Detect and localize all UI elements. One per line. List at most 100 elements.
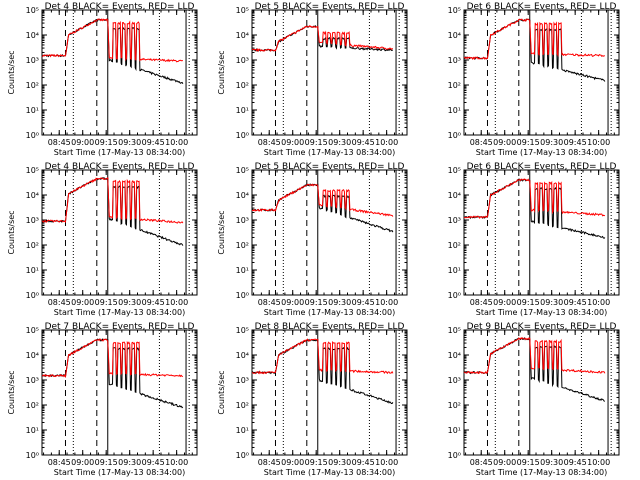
y-tick-label: 10⁰ [236, 451, 249, 460]
x-axis-label: Start Time (17-May-13 08:34:00) [264, 468, 395, 477]
x-tick-label: 09:45 [352, 298, 375, 307]
y-tick-label: 10⁵ [448, 326, 461, 335]
plot-frame [463, 169, 620, 296]
panel-det-4: Det 4 BLACK= Events, RED= LLD 10⁰ 10¹ 10² 10… [7, 2, 198, 157]
y-tick-label: 10³ [26, 216, 39, 225]
x-axis-label: Start Time (17-May-13 08:34:00) [54, 468, 185, 477]
y-tick-label: 10² [448, 401, 461, 410]
x-axis-label: Start Time (17-May-13 08:34:00) [264, 308, 395, 317]
plot-frame [463, 329, 620, 456]
y-tick-label: 10² [448, 241, 461, 250]
y-tick-label: 10² [236, 81, 249, 90]
x-tick-label: 09:30 [328, 458, 351, 467]
y-tick-label: 10⁴ [448, 191, 461, 200]
x-tick-label: 09:30 [118, 138, 141, 147]
x-tick-label: 10:00 [587, 458, 610, 467]
x-tick-label: 09:15 [95, 138, 118, 147]
y-tick-label: 10³ [26, 376, 39, 385]
plot-frame [41, 169, 198, 296]
x-tick-label: 09:00 [281, 458, 304, 467]
x-tick-label: 10:00 [375, 298, 398, 307]
x-tick-label: 08:45 [470, 138, 493, 147]
x-tick-label: 09:15 [95, 298, 118, 307]
x-tick-label: 09:45 [352, 458, 375, 467]
panel-title: Det 4 BLACK= Events, RED= LLD [45, 162, 195, 172]
x-axis-label: Start Time (17-May-13 08:34:00) [264, 148, 395, 157]
y-tick-label: 10⁵ [26, 166, 39, 175]
x-tick-label: 09:30 [540, 458, 563, 467]
x-tick-label: 10:00 [587, 138, 610, 147]
y-tick-label: 10⁰ [448, 451, 461, 460]
x-tick-label: 08:45 [48, 458, 71, 467]
events-series-line [463, 336, 606, 402]
plot-frame [251, 169, 408, 296]
x-axis-label: Start Time (17-May-13 08:34:00) [476, 468, 607, 477]
plot-frame [463, 9, 620, 136]
panel-title: Det 4 BLACK= Events, RED= LLD [45, 2, 195, 12]
x-tick-label: 09:00 [71, 298, 94, 307]
y-tick-label: 10⁵ [236, 166, 249, 175]
x-tick-label: 09:00 [281, 138, 304, 147]
y-axis-label: Counts/sec [7, 210, 16, 254]
y-tick-label: 10² [236, 401, 249, 410]
x-axis-label: Start Time (17-May-13 08:34:00) [54, 308, 185, 317]
y-tick-label: 10⁴ [448, 351, 461, 360]
x-tick-label: 09:00 [281, 298, 304, 307]
y-tick-label: 10⁵ [448, 6, 461, 15]
y-tick-label: 10⁴ [236, 351, 249, 360]
lld-series-line [463, 337, 606, 375]
y-tick-label: 10⁴ [26, 351, 39, 360]
panel-det-5: Det 5 BLACK= Events, RED= LLD 10⁰ 10¹ 10² 10… [217, 2, 408, 157]
y-tick-label: 10⁰ [26, 131, 39, 140]
y-axis-label: Counts/sec [217, 210, 226, 254]
lld-series-line [252, 338, 394, 375]
panel-det-4: Det 4 BLACK= Events, RED= LLD 10⁰ 10¹ 10² 10… [7, 162, 198, 317]
plot-frame [41, 329, 198, 456]
lld-series-line [41, 18, 183, 63]
y-tick-label: 10³ [236, 376, 249, 385]
y-tick-label: 10² [448, 81, 461, 90]
y-tick-label: 10⁰ [26, 291, 39, 300]
lld-series-line [251, 24, 393, 53]
panel-title: Det 8 BLACK= Events, RED= LLD [255, 322, 405, 332]
y-tick-label: 10⁵ [448, 166, 461, 175]
x-tick-label: 09:15 [517, 298, 540, 307]
x-axis-label: Start Time (17-May-13 08:34:00) [54, 148, 185, 157]
x-tick-label: 08:45 [258, 138, 281, 147]
x-tick-label: 09:00 [493, 298, 516, 307]
y-axis-label: Counts/sec [217, 370, 226, 414]
x-tick-label: 09:45 [142, 458, 165, 467]
y-tick-label: 10³ [26, 56, 39, 65]
y-tick-label: 10¹ [236, 266, 249, 275]
y-tick-label: 10² [26, 81, 39, 90]
x-tick-label: 09:00 [71, 138, 94, 147]
y-tick-label: 10¹ [26, 426, 39, 435]
x-tick-label: 08:45 [258, 298, 281, 307]
y-tick-label: 10³ [236, 56, 249, 65]
x-tick-label: 09:30 [540, 138, 563, 147]
x-tick-label: 09:45 [564, 138, 587, 147]
y-tick-label: 10¹ [448, 106, 461, 115]
y-tick-label: 10⁰ [448, 291, 461, 300]
x-tick-label: 09:45 [352, 138, 375, 147]
x-axis-label: Start Time (17-May-13 08:34:00) [476, 148, 607, 157]
x-tick-label: 09:45 [564, 298, 587, 307]
x-tick-label: 09:15 [305, 458, 328, 467]
y-tick-label: 10¹ [448, 426, 461, 435]
lld-series-line [463, 18, 606, 61]
x-tick-label: 09:45 [142, 298, 165, 307]
x-axis-label: Start Time (17-May-13 08:34:00) [476, 308, 607, 317]
lld-series-line [251, 183, 394, 217]
x-tick-label: 09:15 [305, 138, 328, 147]
plot-frame [251, 9, 408, 136]
y-tick-label: 10¹ [26, 106, 39, 115]
x-tick-label: 10:00 [165, 458, 188, 467]
panel-det-7: Det 7 BLACK= Events, RED= LLD 10⁰ 10¹ 10² 10… [7, 322, 198, 477]
y-tick-label: 10⁵ [26, 326, 39, 335]
plot-frame [41, 9, 198, 136]
x-tick-label: 08:45 [258, 458, 281, 467]
x-tick-label: 08:45 [48, 138, 71, 147]
x-tick-label: 09:30 [328, 298, 351, 307]
y-tick-label: 10¹ [236, 106, 249, 115]
panel-det-5: Det 5 BLACK= Events, RED= LLD 10⁰ 10¹ 10² 10… [217, 162, 408, 317]
